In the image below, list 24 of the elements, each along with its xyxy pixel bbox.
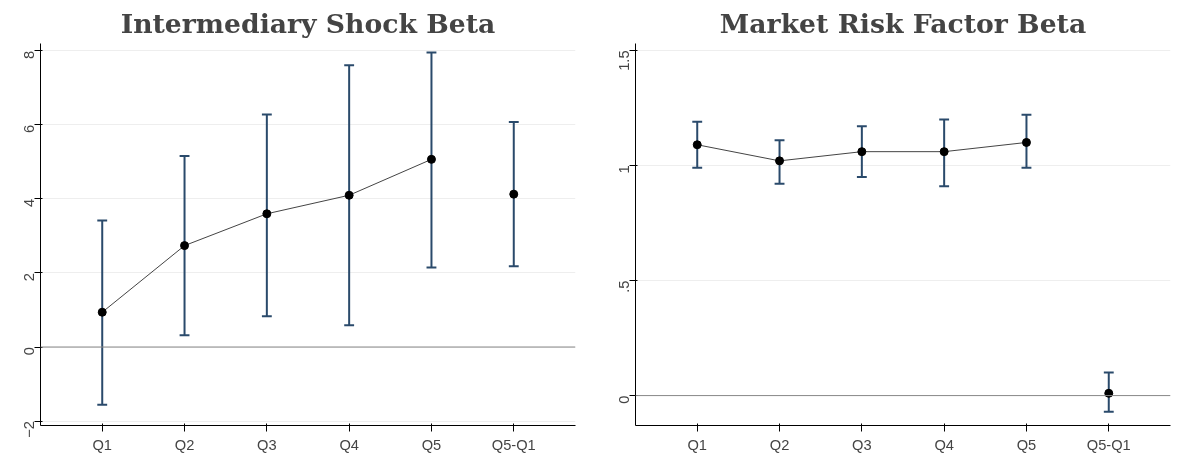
x-tick-label: Q3 (257, 436, 277, 453)
x-tick-label: Q2 (769, 436, 790, 453)
x-tick-label: Q5 (1016, 436, 1037, 453)
x-tick-label: Q3 (852, 436, 872, 453)
y-tick-label: 2 (21, 272, 38, 282)
x-tick-label: Q5-Q1 (1086, 436, 1131, 453)
y-tick-label: 4 (21, 198, 38, 208)
chart-title: Intermediary Shock Beta (120, 7, 496, 39)
x-tick-label: Q2 (174, 436, 195, 453)
y-tick-label: 1 (616, 165, 633, 174)
x-tick-label: Q1 (92, 436, 113, 453)
y-tick-label: −2 (21, 421, 38, 438)
chart-title: Market Risk Factor Beta (719, 7, 1087, 39)
y-tick-label: 0 (21, 347, 38, 356)
x-tick-label: Q1 (687, 436, 708, 453)
x-tick-label: Q5 (421, 436, 442, 453)
y-tick-label: 6 (21, 124, 38, 134)
x-tick-label: Q4 (339, 436, 359, 453)
y-tick-label: 8 (21, 50, 38, 60)
y-tick-label: 1.5 (616, 50, 633, 71)
y-tick-label: 0 (616, 395, 633, 404)
y-tick-label: .5 (616, 280, 633, 293)
x-tick-label: Q5-Q1 (491, 436, 536, 453)
x-tick-label: Q4 (934, 436, 954, 453)
